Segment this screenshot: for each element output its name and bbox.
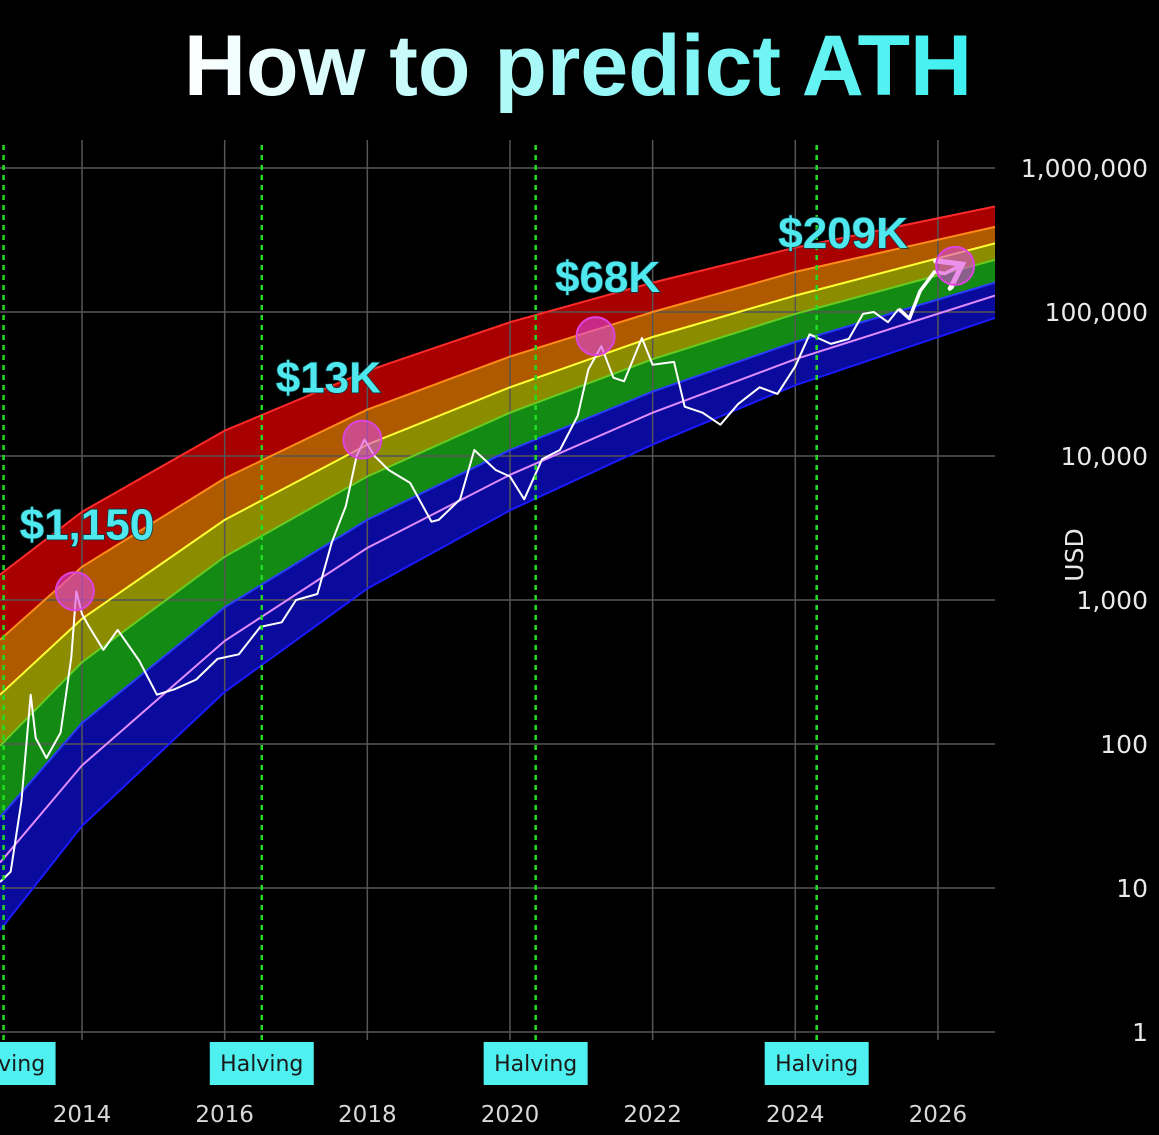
band-line — [0, 258, 995, 747]
y-tick-label: 10,000 — [1061, 442, 1148, 471]
halving-label: Halving — [494, 1052, 577, 1077]
x-tick-label: 2018 — [338, 1102, 397, 1128]
halving-label: Halving — [220, 1052, 303, 1077]
ath-marker — [935, 245, 976, 286]
halving-box — [209, 1042, 314, 1085]
y-tick-label: 1,000 — [1076, 586, 1148, 615]
halving-box — [483, 1042, 588, 1085]
band-area — [0, 317, 995, 1040]
ath-label: $13K — [276, 354, 381, 403]
ath-marker — [342, 419, 383, 460]
ath-marker — [575, 316, 616, 357]
plot-area — [0, 140, 995, 1040]
y-tick-label: 10 — [1116, 874, 1148, 903]
x-tick-label: 2022 — [623, 1102, 682, 1128]
halving-label: Halving — [0, 1052, 45, 1077]
y-tick-label: 100,000 — [1045, 298, 1148, 327]
ath-label: $68K — [555, 253, 660, 302]
y-tick-label: 1 — [1132, 1018, 1148, 1047]
y-tick-label: 100 — [1100, 730, 1148, 759]
x-tick-label: 2014 — [53, 1102, 112, 1128]
band-line — [0, 281, 995, 818]
x-tick-label: 2026 — [909, 1102, 968, 1128]
ath-marker — [54, 571, 95, 612]
band-line — [0, 316, 995, 931]
x-tick-label: 2016 — [195, 1102, 254, 1128]
y-tick-label: 1,000,000 — [1021, 154, 1148, 183]
price-line — [0, 308, 900, 883]
band-line — [0, 205, 995, 576]
band-line — [0, 294, 995, 864]
overlay: $1,150 $13K $68K $209K Halving Halving Halving… — [0, 145, 1148, 1128]
x-tick-label: 2024 — [766, 1102, 825, 1128]
halving-label: Halving — [775, 1052, 858, 1077]
y-axis-label: USD — [1060, 528, 1089, 581]
band-line — [0, 242, 995, 696]
x-tick-label: 2020 — [481, 1102, 540, 1128]
halving-box — [764, 1042, 869, 1085]
band-line — [0, 225, 995, 641]
chart-title: How to predict ATH — [184, 18, 972, 114]
ath-label: $1,150 — [20, 500, 155, 549]
ath-label: $209K — [778, 209, 908, 258]
halving-box — [0, 1042, 56, 1085]
